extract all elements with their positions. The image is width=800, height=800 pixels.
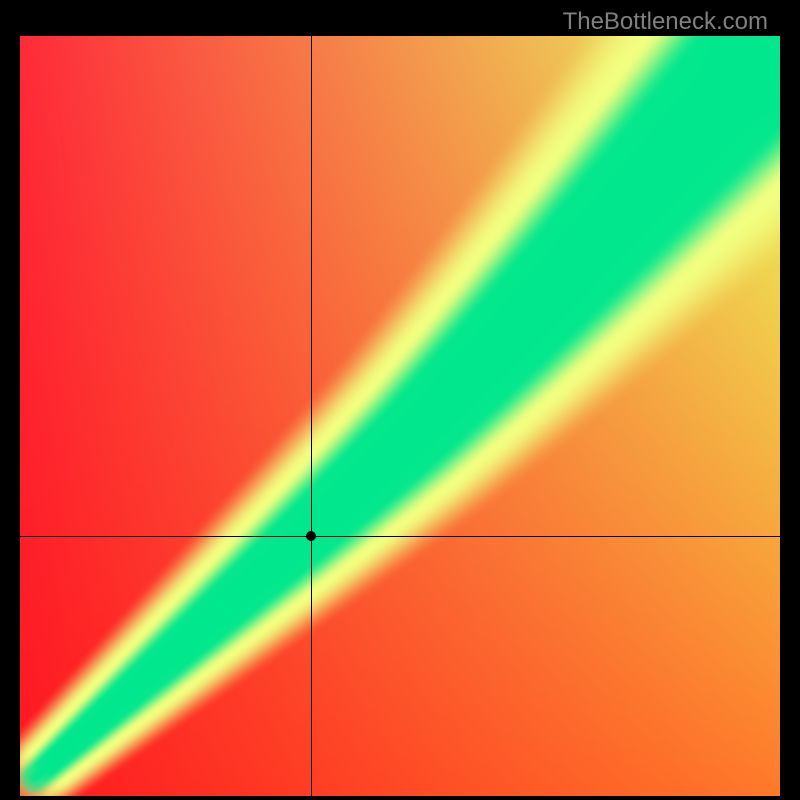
watermark-text: TheBottleneck.com [563, 8, 768, 36]
heatmap-plot [20, 36, 780, 796]
chart-root: TheBottleneck.com [0, 0, 800, 800]
heatmap-canvas [20, 36, 780, 796]
crosshair-horizontal [20, 536, 780, 537]
crosshair-vertical [311, 36, 312, 796]
crosshair-marker [306, 531, 316, 541]
